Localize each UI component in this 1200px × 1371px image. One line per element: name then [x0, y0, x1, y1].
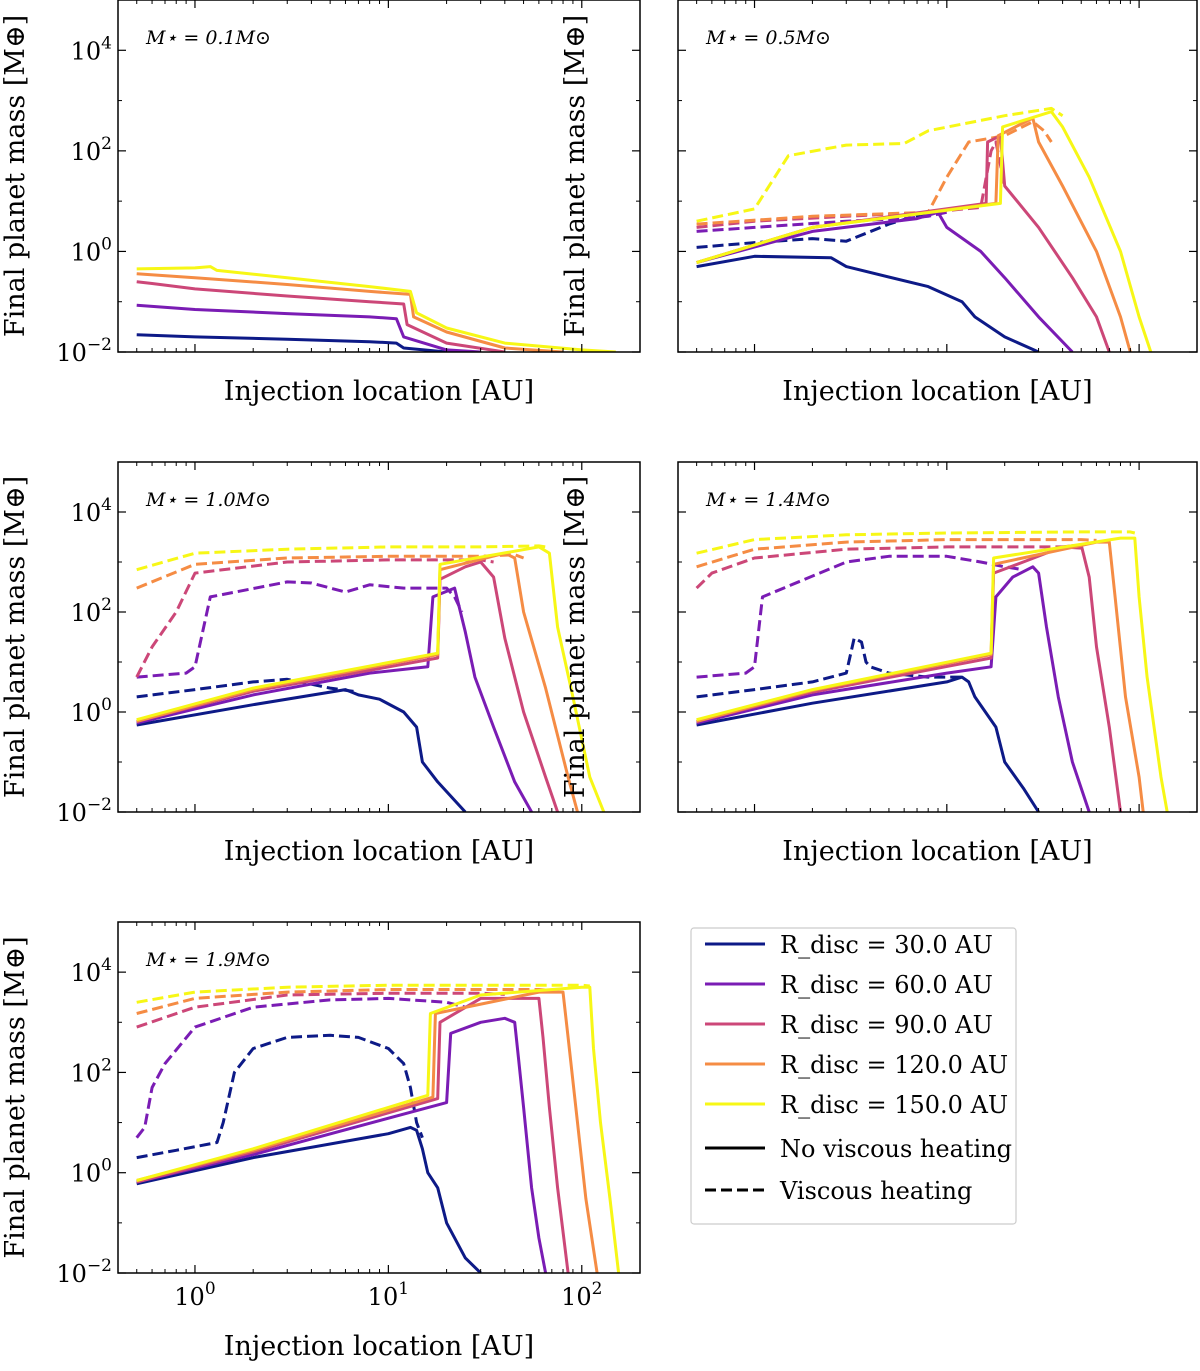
- series-group: [695, 530, 1169, 812]
- y-tick-label: 104: [71, 495, 112, 527]
- y-tick-label: 10−2: [56, 335, 112, 367]
- series-line-rdisc-150-solid: [136, 545, 606, 812]
- series-line-rdisc-60-solid: [136, 1016, 548, 1273]
- axes-frame: [677, 461, 1198, 813]
- panel-3: 10−2 100 102 104 M⋆ = 1.0M⊙ Injection locatio…: [0, 461, 641, 867]
- axes-frame: [117, 921, 641, 1274]
- axes-frame: [677, 0, 1198, 353]
- series-group: [135, 544, 606, 812]
- legend-label-rdisc-90: R_disc = 90.0 AU: [780, 1011, 993, 1039]
- panel-5: 10−2 100 102 104 100 101 102 M⋆ = 1.9M⊙ Injectio…: [0, 921, 641, 1362]
- series-line-rdisc-150-solid: [136, 985, 621, 1273]
- y-axis-label: Final planet mass [M⊕]: [0, 15, 31, 337]
- legend-box: R_disc = 30.0 AU R_disc = 60.0 AU R_disc =…: [690, 927, 1017, 1225]
- y-tick-label: 100: [71, 234, 112, 266]
- legend-frame: [690, 927, 1017, 1225]
- series-line-rdisc-60-solid: [136, 303, 481, 352]
- y-axis-label: Final planet mass [M⊕]: [0, 476, 31, 798]
- series-line-rdisc-30-dashed: [136, 1033, 424, 1160]
- x-axis-label: Injection location [AU]: [224, 376, 534, 407]
- series-line-rdisc-30-solid: [136, 688, 467, 812]
- y-tick-label: 100: [71, 695, 112, 727]
- y-axis-label: Final planet mass [M⊕]: [0, 936, 31, 1258]
- y-tick-label: 104: [71, 33, 112, 65]
- y-tick-label: 100: [71, 1156, 112, 1188]
- y-tick-label: 102: [71, 134, 112, 166]
- axes-frame: [117, 0, 641, 353]
- y-tick-label: 10−2: [56, 1256, 112, 1288]
- panel-stellar-mass-label: M⋆ = 0.5M⊙: [705, 27, 831, 49]
- legend-items: R_disc = 30.0 AU R_disc = 60.0 AU R_disc =…: [705, 931, 1012, 1205]
- axes-frame: [117, 461, 641, 813]
- panel-stellar-mass-label: M⋆ = 1.0M⊙: [145, 489, 271, 511]
- series-line-rdisc-150-dashed: [696, 106, 1064, 223]
- series-group: [696, 106, 1153, 352]
- series-line-rdisc-60-solid: [136, 586, 533, 812]
- y-tick-label: 104: [71, 955, 112, 987]
- series-line-rdisc-150-solid: [696, 110, 1153, 352]
- series-line-rdisc-30-solid: [136, 333, 447, 352]
- x-tick-label: 102: [561, 1279, 602, 1311]
- x-axis-label: Injection location [AU]: [224, 1331, 534, 1362]
- x-tick-label: 101: [368, 1279, 409, 1311]
- series-line-rdisc-120-dashed: [696, 538, 1097, 569]
- y-axis-label: Final planet mass [M⊕]: [560, 476, 591, 798]
- series-line-rdisc-120-solid: [136, 990, 599, 1273]
- panel-4: M⋆ = 1.4M⊙ Injection location [AU] Final p…: [560, 461, 1198, 867]
- series-line-rdisc-90-solid: [136, 280, 506, 352]
- series-group: [135, 983, 621, 1273]
- series-line-rdisc-90-solid: [136, 560, 560, 812]
- series-line-rdisc-30-solid: [696, 254, 1040, 352]
- y-tick-label: 102: [71, 1055, 112, 1087]
- panel-stellar-mass-label: M⋆ = 1.4M⊙: [705, 489, 831, 511]
- x-axis-label: Injection location [AU]: [224, 836, 534, 867]
- panel-2: M⋆ = 0.5M⊙ Injection location [AU] Final p…: [560, 0, 1198, 407]
- series-line-rdisc-120-solid: [696, 116, 1132, 352]
- series-line-rdisc-150-dashed: [696, 530, 1136, 555]
- legend-label-dashed: Viscous heating: [779, 1177, 972, 1205]
- x-tick-label: 100: [174, 1279, 215, 1311]
- y-tick-label: 10−2: [56, 795, 112, 827]
- x-axis-label: Injection location [AU]: [782, 836, 1092, 867]
- legend-label-rdisc-120: R_disc = 120.0 AU: [780, 1051, 1008, 1079]
- legend-label-rdisc-150: R_disc = 150.0 AU: [780, 1091, 1008, 1119]
- series-line-rdisc-120-dashed: [136, 553, 525, 590]
- x-axis-label: Injection location [AU]: [782, 376, 1092, 407]
- series-line-rdisc-30-solid: [136, 1125, 482, 1273]
- series-line-rdisc-60-solid: [696, 210, 1074, 352]
- y-tick-label: 102: [71, 595, 112, 627]
- panel-1: 10−2 100 102 104 M⋆ = 0.1M⊙ Injection locatio…: [0, 0, 641, 407]
- series-line-rdisc-120-dashed: [696, 120, 1053, 226]
- series-line-rdisc-150-solid: [696, 536, 1169, 812]
- series-line-rdisc-30-solid: [696, 675, 1040, 812]
- series-line-rdisc-150-dashed: [136, 983, 590, 1004]
- legend-label-rdisc-30: R_disc = 30.0 AU: [780, 931, 993, 959]
- series-group: [136, 265, 616, 352]
- series-line-rdisc-90-solid: [136, 996, 570, 1273]
- series-line-rdisc-150-solid: [136, 265, 616, 352]
- legend-label-solid: No viscous heating: [780, 1135, 1012, 1163]
- panel-stellar-mass-label: M⋆ = 1.9M⊙: [145, 949, 271, 971]
- series-line-rdisc-30-dashed: [136, 677, 359, 699]
- y-axis-label: Final planet mass [M⊕]: [560, 15, 591, 337]
- panel-stellar-mass-label: M⋆ = 0.1M⊙: [145, 27, 271, 49]
- legend-label-rdisc-60: R_disc = 60.0 AU: [780, 971, 993, 999]
- series-line-rdisc-60-solid: [696, 565, 1091, 812]
- series-line-rdisc-60-dashed: [135, 996, 466, 1139]
